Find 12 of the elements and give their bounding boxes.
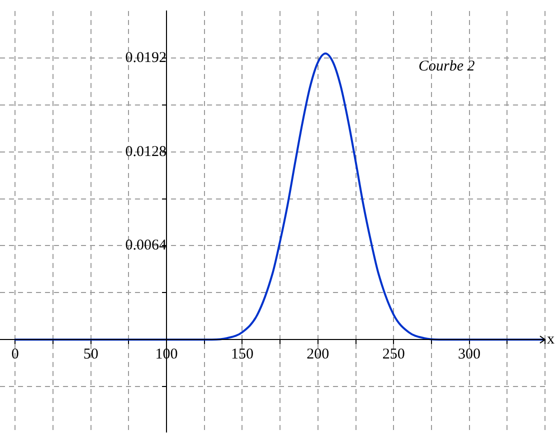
annotation: Courbe 2: [418, 58, 476, 75]
line-series: [14, 52, 545, 341]
x-tick-label: 0: [11, 346, 19, 363]
y-tick-label: 0.0128: [125, 144, 167, 160]
y-tick-label: 0.0192: [125, 50, 167, 66]
x-tick-label: 300: [458, 346, 481, 363]
x-tick-label: 200: [306, 346, 330, 363]
x-axis-title: x: [547, 332, 555, 348]
y-tick-label: 0.0064: [125, 238, 168, 254]
x-tick-label: 150: [230, 346, 254, 363]
x-tick-label: 250: [382, 346, 405, 363]
x-tick-label: 50: [83, 346, 98, 363]
